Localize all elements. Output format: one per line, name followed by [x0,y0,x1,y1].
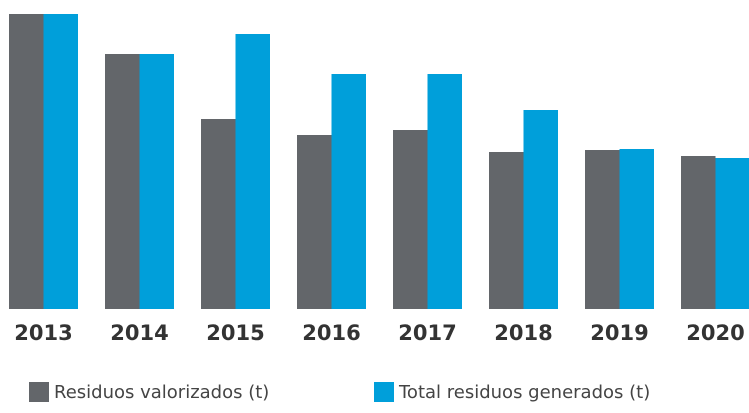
bar [489,152,524,309]
bar [620,149,655,309]
bar [716,158,749,309]
x-tick-label: 2015 [206,321,264,345]
legend-label: Total residuos generados (t) [398,382,650,403]
x-tick-label: 2013 [14,321,72,345]
bar [681,156,716,309]
bar [236,34,271,309]
bar [9,14,44,309]
x-tick-label: 2014 [110,321,168,345]
bar [585,150,620,309]
bar [105,54,140,309]
x-tick-label: 2018 [494,321,552,345]
bar [44,14,79,309]
x-tick-label: 2020 [686,321,744,345]
bar [332,74,367,309]
legend-label: Residuos valorizados (t) [54,382,269,403]
bar [201,119,236,309]
x-tick-label: 2019 [590,321,648,345]
bar [428,74,463,309]
x-tick-label: 2016 [302,321,360,345]
bar [140,54,175,309]
bar [297,135,332,309]
bar [393,130,428,309]
legend-swatch [29,382,49,402]
bar [524,110,559,309]
legend-swatch [374,382,394,402]
x-tick-label: 2017 [398,321,456,345]
